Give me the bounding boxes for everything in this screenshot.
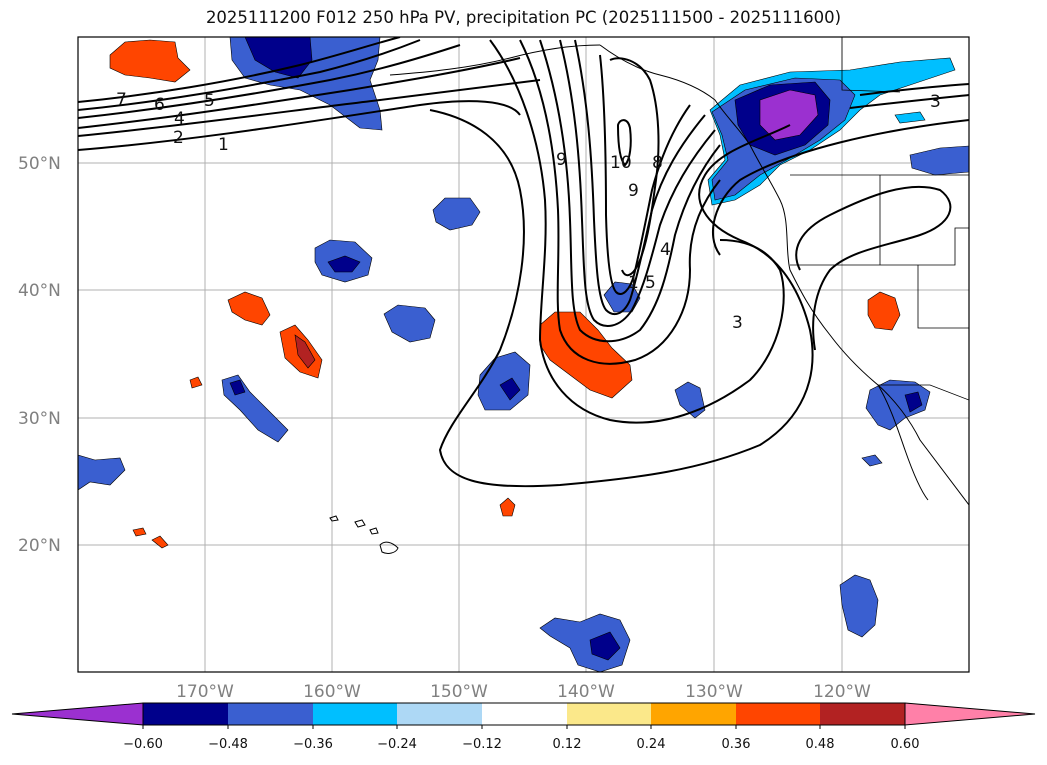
lon-label-130w: 130°W	[685, 682, 743, 702]
pv-label-3a: 3	[732, 313, 743, 333]
pv-label-4: 4	[174, 109, 185, 129]
pv-label-6: 6	[154, 95, 165, 115]
lon-label-150w: 150°W	[430, 682, 488, 702]
colorbar: −0.60 −0.48 −0.36 −0.24 −0.12 0.12 0.24 …	[12, 703, 1035, 752]
pv-label-3b: 3	[930, 92, 941, 112]
colorbar-tick-label: 0.60	[891, 737, 920, 752]
colorbar-tick-label: −0.12	[462, 737, 502, 752]
colorbar-seg-4	[397, 703, 482, 725]
latitude-labels: 50°N 40°N 30°N 20°N	[18, 154, 61, 556]
lon-label-140w: 140°W	[557, 682, 615, 702]
colorbar-tick-label: −0.48	[208, 737, 248, 752]
colorbar-tick-label: −0.36	[293, 737, 333, 752]
colorbar-tick-label: 0.12	[553, 737, 582, 752]
pv-label-9a: 9	[556, 150, 567, 170]
lon-label-120w: 120°W	[813, 682, 871, 702]
pv-label-1b: 1	[628, 273, 639, 293]
pv-label-7: 7	[116, 90, 127, 110]
lon-label-160w: 160°W	[303, 682, 361, 702]
lat-label-40n: 40°N	[18, 281, 61, 301]
colorbar-seg-7	[651, 703, 736, 725]
colorbar-seg-3	[313, 703, 397, 725]
colorbar-seg-2	[228, 703, 313, 725]
pv-label-8: 8	[652, 153, 663, 173]
pv-label-5b: 5	[645, 273, 656, 293]
map-figure: 7 6 5 4 2 1 9 10 8 9 4 5 1 3 3 50°N 40°N…	[0, 0, 1047, 765]
colorbar-tick-label: 0.24	[637, 737, 666, 752]
colorbar-extend-low	[12, 703, 143, 725]
pv-label-5: 5	[204, 91, 215, 111]
colorbar-tick-label: 0.36	[722, 737, 751, 752]
colorbar-ticks	[143, 725, 905, 729]
longitude-labels: 170°W 160°W 150°W 140°W 130°W 120°W	[176, 682, 871, 702]
colorbar-seg-5	[482, 703, 567, 725]
colorbar-tick-label: −0.60	[123, 737, 163, 752]
lon-label-170w: 170°W	[176, 682, 234, 702]
colorbar-seg-6	[567, 703, 651, 725]
lat-label-20n: 20°N	[18, 536, 61, 556]
lat-label-30n: 30°N	[18, 409, 61, 429]
pv-label-4b: 4	[660, 240, 671, 260]
colorbar-seg-8	[736, 703, 820, 725]
colorbar-tick-label: −0.24	[377, 737, 417, 752]
colorbar-seg-1	[143, 703, 228, 725]
colorbar-seg-9	[820, 703, 905, 725]
pv-label-10: 10	[610, 153, 632, 173]
lat-label-50n: 50°N	[18, 154, 61, 174]
colorbar-tick-label: 0.48	[806, 737, 835, 752]
pv-label-9b: 9	[628, 181, 639, 201]
pv-label-1: 1	[218, 135, 229, 155]
colorbar-extend-high	[905, 703, 1035, 725]
pv-label-2: 2	[173, 128, 184, 148]
